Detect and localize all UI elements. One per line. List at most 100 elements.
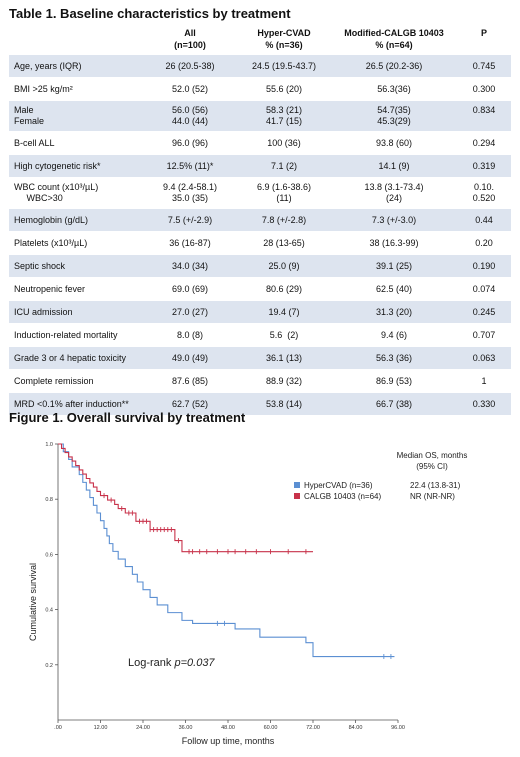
table-cell: 93.8 (60) — [331, 131, 457, 155]
cell-line: 26.5 (20.2-36) — [365, 60, 423, 71]
figure-title: Figure 1. Overall survival by treatment — [9, 410, 246, 425]
cell-line: 24.5 (19.5-43.7) — [251, 60, 317, 71]
cell-line: 54.7(35) — [377, 105, 411, 115]
table-cell: 31.3 (20) — [331, 300, 457, 324]
cell-line: 12.5% (11)* — [166, 160, 214, 171]
table-row: BMI >25 kg/m² 52.0 (52) 55.6 (20) 56.3(36) 0… — [9, 77, 511, 101]
cell-line: MRD <0.1% after induction** — [14, 398, 129, 409]
table-cell: 26 (20.5-38) — [143, 55, 237, 78]
table-cell: 49.0 (49) — [143, 346, 237, 370]
column-header-line: Modified-CALGB 10403 — [344, 28, 444, 38]
cell-line: WBC count (x10³/µL) — [14, 182, 99, 192]
table-cell: 0.330 — [457, 392, 511, 416]
cell-line: 6.9 (1.6-38.6) — [256, 182, 312, 192]
table-cell: 0.245 — [457, 300, 511, 324]
legend-header: Median OS, months — [397, 451, 468, 460]
table-cell: 5.6 (2) — [237, 323, 331, 347]
column-header-line: % (n=36) — [265, 40, 303, 50]
cell-line: (11) — [276, 193, 292, 203]
cell-line: 55.6 (20) — [265, 83, 303, 94]
cell-line: BMI >25 kg/m² — [14, 83, 73, 94]
chart-axes: 0.2 0.4 0.6 0.8 1.0 .00 12.00 24.00 36.00 48.00 60… — [28, 442, 405, 746]
cell-line: 7.3 (+/-3.0) — [371, 214, 417, 225]
cell-line: 8.0 (8) — [176, 329, 203, 340]
cell-line: High cytogenetic risk* — [14, 160, 101, 171]
table-cell: 14.1 (9) — [331, 154, 457, 178]
column-header-line: Hyper-CVAD — [257, 28, 311, 38]
table-row: Complete remission 87.6 (85) 88.9 (32) 86.9… — [9, 369, 511, 393]
cell-line: 0.074 — [472, 283, 496, 294]
table-cell: 87.6 (85) — [143, 369, 237, 393]
column-header-line — [11, 27, 141, 39]
row-label: Grade 3 or 4 hepatic toxicity — [9, 346, 143, 370]
x-tick-label: 60.00 — [264, 725, 278, 731]
cell-line: 26 (20.5-38) — [165, 60, 215, 71]
cell-line: 0.834 — [472, 105, 496, 115]
table-cell: 9.4 (2.4-58.1) 35.0 (35) — [143, 177, 237, 209]
cell-line: 56.0 (56) — [171, 105, 209, 115]
y-tick-label: 0.8 — [45, 497, 53, 503]
cell-line: 86.9 (53) — [375, 375, 413, 386]
table-cell: 6.9 (1.6-38.6) (11) — [237, 177, 331, 209]
x-tick-label: 24.00 — [136, 725, 150, 731]
row-label: WBC count (x10³/µL) WBC>30 — [9, 177, 143, 209]
column-header-line: P — [480, 28, 487, 38]
table-cell: 25.0 (9) — [237, 254, 331, 278]
cell-line: 88.9 (32) — [265, 375, 303, 386]
y-tick-label: 1.0 — [45, 442, 53, 448]
y-tick-label: 0.6 — [45, 552, 53, 558]
row-label: Hemoglobin (g/dL) — [9, 208, 143, 232]
survival-figure: 0.2 0.4 0.6 0.8 1.0 .00 12.00 24.00 36.00 48.00 60… — [0, 428, 520, 757]
y-axis-label: Cumulative survival — [28, 563, 38, 641]
cell-line: 53.8 (14) — [265, 398, 303, 409]
logrank-p-value: p=0.037 — [173, 657, 215, 669]
table-cell: 80.6 (29) — [237, 277, 331, 301]
column-header-4: P — [457, 24, 511, 55]
table-cell: 62.5 (40) — [331, 277, 457, 301]
x-tick-label: .00 — [54, 725, 62, 731]
cell-line: 49.0 (49) — [171, 352, 209, 363]
table-cell: 58.3 (21) 41.7 (15) — [237, 100, 331, 132]
table-row: B-cell ALL 96.0 (96) 100 (36) 93.8 (60) 0.29… — [9, 131, 511, 155]
cell-line: Septic shock — [14, 260, 66, 271]
cell-line: Female — [14, 116, 45, 126]
cell-line: 5.6 (2) — [269, 329, 299, 340]
cell-line: 62.7 (52) — [171, 398, 209, 409]
table-cell: 0.294 — [457, 131, 511, 155]
cell-line: 25.0 (9) — [268, 260, 300, 271]
table-cell: 36 (16-87) — [143, 231, 237, 255]
legend-median: NR (NR-NR) — [410, 492, 455, 501]
table-cell: 36.1 (13) — [237, 346, 331, 370]
x-tick-label: 12.00 — [94, 725, 108, 731]
cell-line: 9.4 (6) — [380, 329, 407, 340]
table-cell: 7.8 (+/-2.8) — [237, 208, 331, 232]
cell-line: 96.0 (96) — [171, 137, 209, 148]
table-row: Grade 3 or 4 hepatic toxicity 49.0 (49) 36… — [9, 346, 511, 370]
chart-annotation: Log-rank p=0.037 — [128, 657, 215, 669]
cell-line: 28 (13-65) — [263, 237, 305, 248]
table-cell: 0.10. 0.520 — [457, 177, 511, 209]
cell-line: 19.4 (7) — [268, 306, 300, 317]
cell-line: 0.10. — [473, 182, 495, 192]
row-label: B-cell ALL — [9, 131, 143, 155]
table-row: ICU admission 27.0 (27) 19.4 (7) 31.3 (20) 0… — [9, 300, 511, 324]
cell-line — [459, 116, 509, 127]
table-cell: 56.0 (56) 44.0 (44) — [143, 100, 237, 132]
table-cell: 0.745 — [457, 55, 511, 78]
cell-line: 0.319 — [472, 160, 496, 171]
cell-line: 35.0 (35) — [171, 193, 209, 203]
table-row: Hemoglobin (g/dL) 7.5 (+/-2.9) 7.8 (+/-2.8… — [9, 208, 511, 232]
cell-line: ICU admission — [14, 306, 73, 317]
cell-line: 14.1 (9) — [378, 160, 410, 171]
table-cell: 26.5 (20.2-36) — [331, 55, 457, 78]
cell-line: 87.6 (85) — [171, 375, 209, 386]
table-cell: 0.44 — [457, 208, 511, 232]
cell-line: 36 (16-87) — [169, 237, 211, 248]
cell-line: 36.1 (13) — [265, 352, 303, 363]
cell-line: Hemoglobin (g/dL) — [14, 214, 89, 225]
column-header-1: All (n=100) — [143, 24, 237, 55]
x-axis-label: Follow up time, months — [182, 736, 275, 746]
cell-line: 45.3(29) — [377, 116, 411, 126]
table-title: Table 1. Baseline characteristics by tre… — [9, 6, 291, 21]
cell-line: Male — [14, 105, 34, 115]
